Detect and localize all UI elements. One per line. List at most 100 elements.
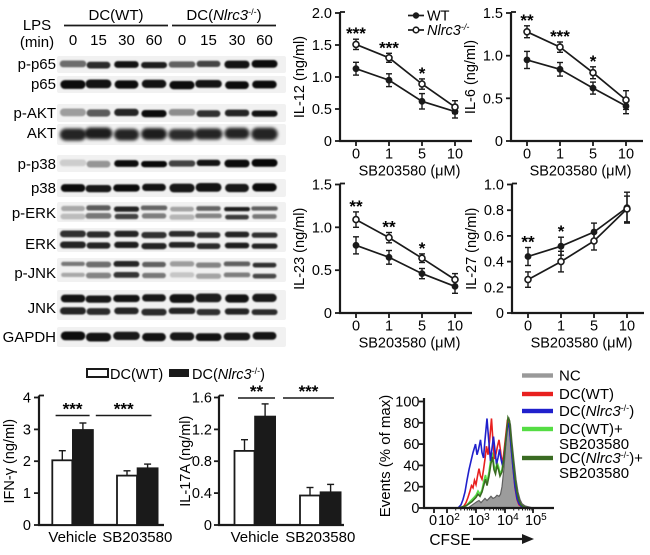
svg-text:1: 1	[385, 319, 393, 335]
svg-text:5: 5	[418, 147, 426, 163]
svg-text:0: 0	[411, 501, 419, 517]
svg-text:0.4: 0.4	[192, 486, 212, 502]
svg-text:SB203580 (μM): SB203580 (μM)	[530, 164, 632, 180]
svg-text:p-AKT: p-AKT	[13, 105, 56, 122]
svg-text:p-p65: p-p65	[18, 56, 56, 73]
svg-text:1: 1	[23, 486, 31, 502]
svg-text:**: **	[382, 218, 396, 237]
svg-text:60: 60	[403, 437, 419, 453]
svg-text:0: 0	[23, 518, 31, 534]
svg-text:30: 30	[229, 32, 246, 49]
svg-text:1.0: 1.0	[312, 220, 332, 236]
svg-text:***: ***	[299, 382, 319, 401]
svg-text:DC(Nlrc3-/-): DC(Nlrc3-/-)	[192, 366, 265, 383]
svg-text:10: 10	[447, 147, 463, 163]
svg-text:IL-23 (ng/ml): IL-23 (ng/ml)	[292, 208, 308, 290]
svg-text:***: ***	[550, 27, 570, 46]
svg-text:p38: p38	[31, 180, 56, 197]
svg-text:3: 3	[23, 422, 31, 438]
svg-text:**: **	[250, 382, 264, 401]
svg-text:0: 0	[69, 32, 77, 49]
svg-text:0: 0	[324, 306, 332, 322]
svg-text:p65: p65	[31, 76, 56, 93]
svg-text:5: 5	[590, 319, 598, 335]
svg-text:0.5: 0.5	[312, 102, 332, 118]
svg-text:100: 100	[395, 395, 419, 411]
svg-text:SB203580 (μM): SB203580 (μM)	[359, 164, 461, 180]
svg-text:WT: WT	[427, 9, 450, 25]
svg-text:***: ***	[114, 400, 134, 419]
svg-text:1: 1	[557, 319, 565, 335]
svg-text:DC(WT): DC(WT)	[89, 7, 144, 24]
svg-text:10: 10	[618, 147, 634, 163]
svg-text:GAPDH: GAPDH	[3, 329, 56, 346]
svg-text:0.4: 0.4	[484, 255, 504, 271]
svg-text:1.6: 1.6	[192, 391, 212, 407]
svg-text:p-p38: p-p38	[18, 156, 56, 173]
svg-text:DC(WT): DC(WT)	[110, 367, 163, 383]
svg-text:30: 30	[118, 32, 135, 49]
svg-text:CFSE: CFSE	[429, 532, 470, 549]
svg-text:**: **	[349, 197, 363, 216]
svg-text:Vehicle: Vehicle	[48, 529, 96, 546]
svg-text:0: 0	[524, 319, 532, 335]
svg-text:JNK: JNK	[28, 300, 56, 317]
svg-text:***: ***	[379, 38, 399, 57]
svg-text:SB203580 (μM): SB203580 (μM)	[359, 336, 461, 352]
svg-text:***: ***	[346, 24, 366, 43]
svg-text:1: 1	[385, 147, 393, 163]
svg-text:SB203580 (μM): SB203580 (μM)	[531, 336, 633, 352]
svg-text:4: 4	[23, 391, 31, 407]
svg-text:0.2: 0.2	[484, 280, 504, 296]
svg-text:DC(WT): DC(WT)	[559, 386, 614, 403]
svg-text:0102: 0102	[429, 512, 460, 529]
svg-text:15: 15	[200, 32, 217, 49]
svg-text:0: 0	[352, 147, 360, 163]
svg-text:0: 0	[495, 134, 503, 150]
svg-text:2: 2	[23, 454, 31, 470]
svg-text:0.5: 0.5	[312, 263, 332, 279]
svg-text:*: *	[590, 52, 597, 71]
svg-text:5: 5	[589, 147, 597, 163]
svg-text:SB203580: SB203580	[285, 529, 355, 546]
svg-text:DC(Nlrc3-/-): DC(Nlrc3-/-)	[559, 403, 634, 420]
svg-text:**: **	[521, 233, 535, 252]
svg-text:p-ERK: p-ERK	[12, 205, 56, 222]
svg-text:Events (% of max): Events (% of max)	[377, 395, 394, 518]
svg-text:SB203580: SB203580	[559, 436, 629, 453]
svg-text:40: 40	[403, 458, 419, 474]
svg-text:10: 10	[619, 319, 635, 335]
svg-text:0.8: 0.8	[484, 203, 504, 219]
svg-text:IL-27 (ng/ml): IL-27 (ng/ml)	[464, 208, 480, 290]
svg-text:AKT: AKT	[27, 125, 56, 142]
svg-text:1.0: 1.0	[484, 178, 504, 194]
svg-text:IL-17A (ng/ml): IL-17A (ng/ml)	[178, 416, 194, 507]
svg-text:NC: NC	[559, 368, 581, 385]
svg-text:***: ***	[63, 400, 83, 419]
svg-text:SB203580: SB203580	[559, 465, 629, 482]
svg-text:1.2: 1.2	[192, 422, 212, 438]
svg-text:*: *	[558, 222, 565, 241]
svg-text:1: 1	[556, 147, 564, 163]
svg-text:0: 0	[352, 319, 360, 335]
svg-text:0: 0	[324, 134, 332, 150]
svg-text:60: 60	[256, 32, 273, 49]
svg-text:0: 0	[178, 32, 186, 49]
svg-text:0: 0	[496, 306, 504, 322]
svg-text:1.0: 1.0	[483, 49, 503, 65]
svg-text:IFN-γ (ng/ml): IFN-γ (ng/ml)	[2, 419, 18, 504]
svg-text:0.5: 0.5	[483, 91, 503, 107]
svg-text:1.5: 1.5	[312, 178, 332, 194]
svg-text:0: 0	[523, 147, 531, 163]
svg-text:0.6: 0.6	[484, 229, 504, 245]
svg-text:1.0: 1.0	[312, 70, 332, 86]
svg-text:SB203580: SB203580	[102, 529, 172, 546]
svg-text:80: 80	[403, 416, 419, 432]
svg-text:**: **	[520, 11, 534, 30]
svg-text:0: 0	[204, 518, 212, 534]
svg-text:2.0: 2.0	[312, 6, 332, 22]
svg-text:1.5: 1.5	[312, 38, 332, 54]
svg-text:LPS: LPS	[23, 17, 51, 34]
svg-text:DC(WT)+: DC(WT)+	[559, 421, 623, 438]
svg-text:*: *	[419, 64, 426, 83]
